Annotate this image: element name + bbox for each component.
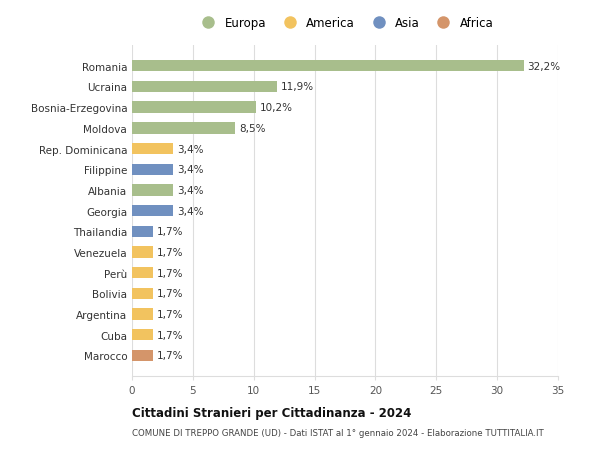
Bar xyxy=(132,185,173,196)
Text: 1,7%: 1,7% xyxy=(157,309,183,319)
Bar xyxy=(132,330,152,341)
Text: 10,2%: 10,2% xyxy=(260,103,293,113)
Bar xyxy=(132,123,235,134)
Bar xyxy=(132,247,152,258)
Text: Cittadini Stranieri per Cittadinanza - 2024: Cittadini Stranieri per Cittadinanza - 2… xyxy=(132,406,412,419)
Text: 3,4%: 3,4% xyxy=(177,165,203,175)
Text: 3,4%: 3,4% xyxy=(177,206,203,216)
Bar xyxy=(132,61,524,72)
Text: 32,2%: 32,2% xyxy=(527,62,560,72)
Bar xyxy=(132,144,173,155)
Text: 3,4%: 3,4% xyxy=(177,185,203,196)
Legend: Europa, America, Asia, Africa: Europa, America, Asia, Africa xyxy=(191,12,499,34)
Bar xyxy=(132,350,152,361)
Text: 1,7%: 1,7% xyxy=(157,330,183,340)
Text: 8,5%: 8,5% xyxy=(239,123,266,134)
Bar xyxy=(132,226,152,237)
Bar xyxy=(132,164,173,175)
Text: 1,7%: 1,7% xyxy=(157,289,183,299)
Bar xyxy=(132,206,173,217)
Bar xyxy=(132,288,152,299)
Bar xyxy=(132,82,277,93)
Text: 1,7%: 1,7% xyxy=(157,268,183,278)
Text: 1,7%: 1,7% xyxy=(157,247,183,257)
Text: 3,4%: 3,4% xyxy=(177,144,203,154)
Text: 1,7%: 1,7% xyxy=(157,351,183,361)
Bar xyxy=(132,102,256,113)
Text: 1,7%: 1,7% xyxy=(157,227,183,237)
Text: COMUNE DI TREPPO GRANDE (UD) - Dati ISTAT al 1° gennaio 2024 - Elaborazione TUTT: COMUNE DI TREPPO GRANDE (UD) - Dati ISTA… xyxy=(132,428,544,437)
Bar xyxy=(132,268,152,279)
Bar xyxy=(132,309,152,320)
Text: 11,9%: 11,9% xyxy=(280,82,314,92)
